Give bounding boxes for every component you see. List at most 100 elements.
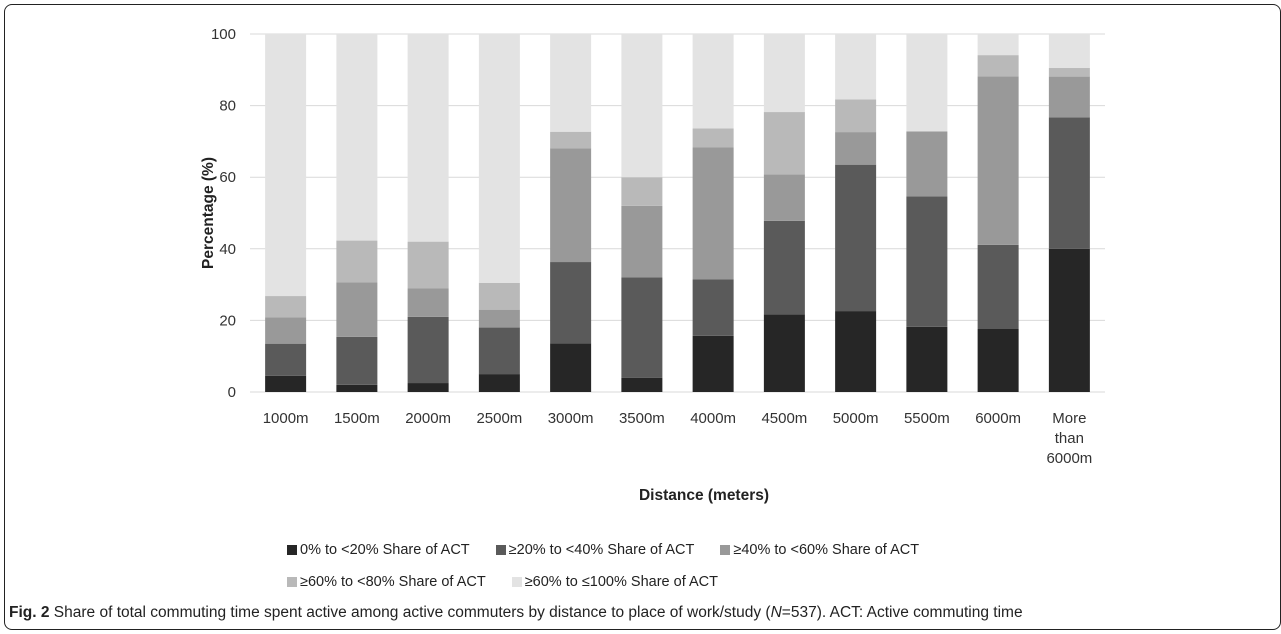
legend-swatch [511, 577, 522, 587]
bar-segment [407, 241, 449, 289]
caption-text-after: =537). ACT: Active commuting time [781, 604, 1023, 621]
legend-row: 0% to <20% Share of ACT ≥20% to <40% Shar… [287, 540, 1047, 560]
x-tick-label: 1000m [263, 410, 309, 427]
caption-n-symbol: N [770, 604, 782, 621]
x-tick-label: 2500m [476, 410, 522, 427]
bar-segment [550, 34, 592, 132]
bar-segment [977, 244, 1019, 329]
bar-segment [550, 148, 592, 263]
bar-segment [835, 99, 877, 133]
legend-item: ≥60% to <80% Share of ACT [287, 574, 486, 590]
bar-segment [835, 164, 877, 312]
bar-segment [550, 343, 592, 392]
bar-segment [692, 279, 734, 336]
x-tick-label: 1500m [334, 410, 380, 427]
bar-segment [621, 34, 663, 178]
bar-segment [336, 336, 378, 385]
bar-segment [906, 326, 948, 392]
bar-segment [407, 383, 449, 392]
legend-swatch [287, 545, 297, 555]
bar-segment [621, 277, 663, 378]
figure-caption: Fig. 2 Share of total commuting time spe… [9, 604, 1023, 622]
bar-segment [1048, 34, 1090, 69]
bar-segment [977, 55, 1019, 77]
bar-segment [478, 34, 520, 283]
bar-segment [265, 317, 307, 344]
bar-segment [692, 147, 734, 280]
caption-label: Fig. 2 [9, 604, 50, 621]
bar-segment [906, 34, 948, 132]
bar-segment [265, 34, 307, 297]
bar-segment [265, 375, 307, 392]
x-tick-label: 3000m [548, 410, 594, 427]
y-tick-label: 0 [228, 384, 236, 401]
caption-text-before: Share of total commuting time spent acti… [53, 604, 771, 621]
bar-segment [478, 374, 520, 392]
bar-segment [407, 316, 449, 384]
bar-segment [478, 327, 520, 375]
legend-label: ≥40% to <60% Share of ACT [733, 542, 920, 558]
bar-segment [906, 131, 948, 197]
bar-segment [763, 220, 805, 315]
legend: 0% to <20% Share of ACT ≥20% to <40% Shar… [287, 540, 1047, 604]
bar-segment [1048, 68, 1090, 77]
bar-segment [835, 311, 877, 392]
bar-segment [336, 384, 378, 392]
bar-segment [621, 377, 663, 392]
bar-segment [763, 314, 805, 392]
bar-segment [407, 288, 449, 317]
bars [265, 34, 1090, 392]
bar-segment [478, 282, 520, 310]
bar-segment [835, 34, 877, 100]
legend-swatch [720, 545, 731, 555]
legend-item: ≥40% to <60% Share of ACT [720, 542, 919, 558]
stacked-bar-chart: 0 20 40 60 80 100 1000m 1500m 2000m 2500m 3000m 35… [200, 26, 1105, 504]
y-tick-label: 20 [219, 312, 236, 329]
bar-segment [977, 34, 1019, 56]
bar-segment [977, 76, 1019, 245]
bar-segment [692, 335, 734, 392]
bar-segment [621, 177, 663, 206]
x-tick-label: More than 6000m [1046, 410, 1092, 467]
x-tick-label: 5500m [904, 410, 950, 427]
y-tick-labels: 0 20 40 60 80 100 [211, 26, 236, 401]
bar-segment [692, 128, 734, 148]
x-tick-label: 2000m [405, 410, 451, 427]
legend-swatch [287, 577, 297, 587]
x-tick-label: 5000m [833, 410, 879, 427]
bar-segment [265, 296, 307, 318]
bar-segment [835, 132, 877, 165]
bar-segment [1048, 117, 1090, 249]
bar-segment [692, 34, 734, 129]
x-tick-label: 6000m [975, 410, 1021, 427]
bar-segment [763, 174, 805, 221]
y-tick-label: 40 [219, 241, 236, 258]
legend-label: ≥60% to <80% Share of ACT [300, 574, 486, 590]
bar-segment [550, 262, 592, 344]
bar-segment [478, 309, 520, 328]
bar-segment [336, 282, 378, 337]
legend-row: ≥60% to <80% Share of ACT ≥60% to ≤100% S… [287, 572, 1047, 592]
x-axis-label: Distance (meters) [639, 487, 769, 504]
bar-segment [1048, 76, 1090, 118]
y-tick-label: 60 [219, 169, 236, 186]
bar-segment [336, 240, 378, 283]
gridlines [250, 33, 1105, 393]
legend-item: 0% to <20% Share of ACT [287, 542, 470, 558]
x-tick-label: 3500m [619, 410, 665, 427]
x-tick-label: 4000m [690, 410, 736, 427]
legend-label: 0% to <20% Share of ACT [300, 542, 470, 558]
bar-segment [906, 196, 948, 327]
y-tick-label: 80 [219, 98, 236, 115]
bar-segment [265, 343, 307, 376]
legend-label: ≥60% to ≤100% Share of ACT [524, 574, 718, 590]
bar-segment [977, 328, 1019, 392]
bar-segment [763, 34, 805, 113]
x-tick-labels: 1000m 1500m 2000m 2500m 3000m 3500m 4000m 4500m… [263, 410, 1093, 467]
legend-item: ≥20% to <40% Share of ACT [495, 542, 694, 558]
x-tick-label: 4500m [761, 410, 807, 427]
y-axis-label: Percentage (%) [200, 157, 217, 269]
bar-segment [621, 205, 663, 278]
bar-segment [550, 131, 592, 149]
bar-segment [336, 34, 378, 241]
